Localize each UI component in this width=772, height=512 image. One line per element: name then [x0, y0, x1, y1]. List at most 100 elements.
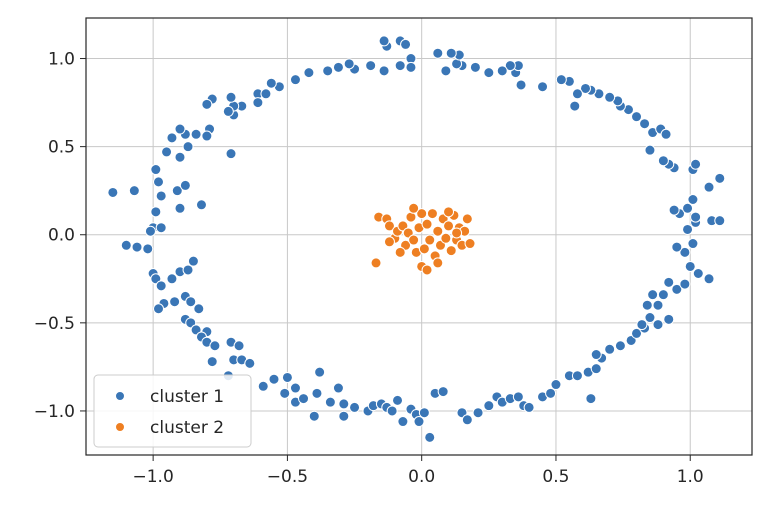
legend-box — [93, 374, 252, 448]
point-cluster-1 — [631, 327, 643, 339]
point-cluster-1 — [682, 223, 694, 235]
point-cluster-1 — [679, 278, 691, 290]
point-cluster-1 — [424, 431, 436, 443]
point-cluster-1 — [225, 148, 237, 160]
point-cluster-1 — [201, 130, 213, 142]
point-cluster-1 — [504, 60, 516, 72]
point-cluster-1 — [260, 88, 272, 100]
point-cluster-1 — [657, 289, 669, 301]
point-cluster-1 — [461, 414, 473, 426]
point-cluster-2 — [451, 227, 463, 239]
point-cluster-1 — [641, 299, 653, 311]
point-cluster-1 — [671, 241, 683, 253]
point-cluster-1 — [437, 386, 449, 398]
legend-marker-cluster-1 — [115, 391, 125, 401]
point-cluster-2 — [370, 257, 382, 269]
point-cluster-1 — [714, 215, 726, 227]
point-cluster-1 — [394, 60, 406, 72]
point-cluster-1 — [432, 47, 444, 59]
point-cluster-1 — [636, 319, 648, 331]
point-cluster-1 — [590, 349, 602, 361]
point-cluster-1 — [222, 105, 234, 117]
point-cluster-1 — [657, 155, 669, 167]
point-cluster-2 — [443, 206, 455, 218]
point-cluster-1 — [690, 158, 702, 170]
point-cluster-1 — [303, 67, 315, 79]
x-tick-label: 0.0 — [408, 467, 435, 487]
point-cluster-1 — [257, 380, 269, 392]
point-cluster-1 — [671, 283, 683, 295]
point-cluster-1 — [209, 340, 221, 352]
point-cluster-1 — [182, 141, 194, 153]
point-cluster-1 — [397, 416, 409, 428]
point-cluster-1 — [120, 239, 132, 251]
legend-label-cluster-1: cluster 1 — [150, 387, 224, 407]
point-cluster-1 — [580, 82, 591, 94]
point-cluster-1 — [647, 289, 659, 301]
point-cluster-1 — [244, 357, 256, 369]
point-cluster-1 — [155, 280, 167, 292]
point-cluster-1 — [298, 393, 310, 405]
point-cluster-1 — [206, 356, 218, 368]
point-cluster-1 — [571, 88, 583, 100]
point-cluster-1 — [413, 416, 425, 428]
point-cluster-1 — [687, 238, 699, 250]
point-cluster-1 — [185, 296, 197, 308]
point-cluster-2 — [424, 234, 436, 246]
point-cluster-2 — [418, 243, 430, 255]
point-cluster-2 — [394, 246, 406, 258]
point-cluster-1 — [378, 35, 390, 47]
point-cluster-1 — [585, 393, 597, 405]
point-cluster-1 — [639, 118, 651, 130]
point-cluster-1 — [314, 366, 326, 378]
point-cluster-1 — [604, 343, 616, 355]
point-cluster-1 — [440, 65, 452, 77]
point-cluster-1 — [349, 401, 361, 413]
point-cluster-1 — [684, 260, 696, 272]
x-tick-label: 0.5 — [542, 467, 569, 487]
point-cluster-1 — [155, 222, 167, 234]
point-cluster-1 — [418, 407, 430, 419]
point-cluster-1 — [392, 394, 404, 406]
point-cluster-1 — [550, 379, 562, 391]
point-cluster-1 — [703, 181, 715, 193]
point-cluster-1 — [252, 97, 264, 109]
point-cluster-1 — [469, 61, 481, 73]
x-tick-label: −1.0 — [132, 467, 173, 487]
point-cluster-1 — [332, 382, 344, 394]
point-cluster-1 — [590, 363, 602, 375]
point-cluster-2 — [432, 257, 444, 269]
point-cluster-1 — [131, 241, 143, 253]
point-cluster-1 — [682, 202, 694, 214]
point-cluster-1 — [332, 61, 344, 73]
legend: cluster 1 cluster 2 — [93, 374, 252, 448]
point-cluster-1 — [190, 128, 202, 140]
point-cluster-1 — [174, 202, 186, 214]
point-cluster-1 — [169, 296, 181, 308]
point-cluster-1 — [338, 398, 350, 410]
point-cluster-1 — [289, 74, 301, 86]
point-cluster-1 — [144, 225, 156, 237]
point-cluster-1 — [472, 407, 484, 419]
point-cluster-1 — [571, 370, 583, 382]
point-cluster-1 — [604, 91, 616, 103]
data-points — [107, 35, 726, 443]
y-tick-label: −1.0 — [34, 402, 75, 422]
point-cluster-1 — [483, 67, 495, 79]
point-cluster-2 — [421, 218, 433, 230]
point-cluster-1 — [512, 391, 524, 403]
point-cluster-1 — [687, 193, 699, 205]
point-cluster-1 — [445, 47, 457, 59]
legend-label-cluster-2: cluster 2 — [150, 418, 224, 438]
point-cluster-1 — [400, 38, 412, 50]
point-cluster-1 — [187, 255, 199, 267]
point-cluster-1 — [569, 100, 581, 112]
point-cluster-1 — [174, 151, 186, 163]
point-cluster-2 — [426, 208, 438, 220]
point-cluster-1 — [644, 144, 656, 156]
point-cluster-1 — [386, 405, 398, 417]
point-cluster-1 — [308, 410, 320, 422]
point-cluster-1 — [153, 303, 165, 315]
point-cluster-2 — [408, 234, 420, 246]
